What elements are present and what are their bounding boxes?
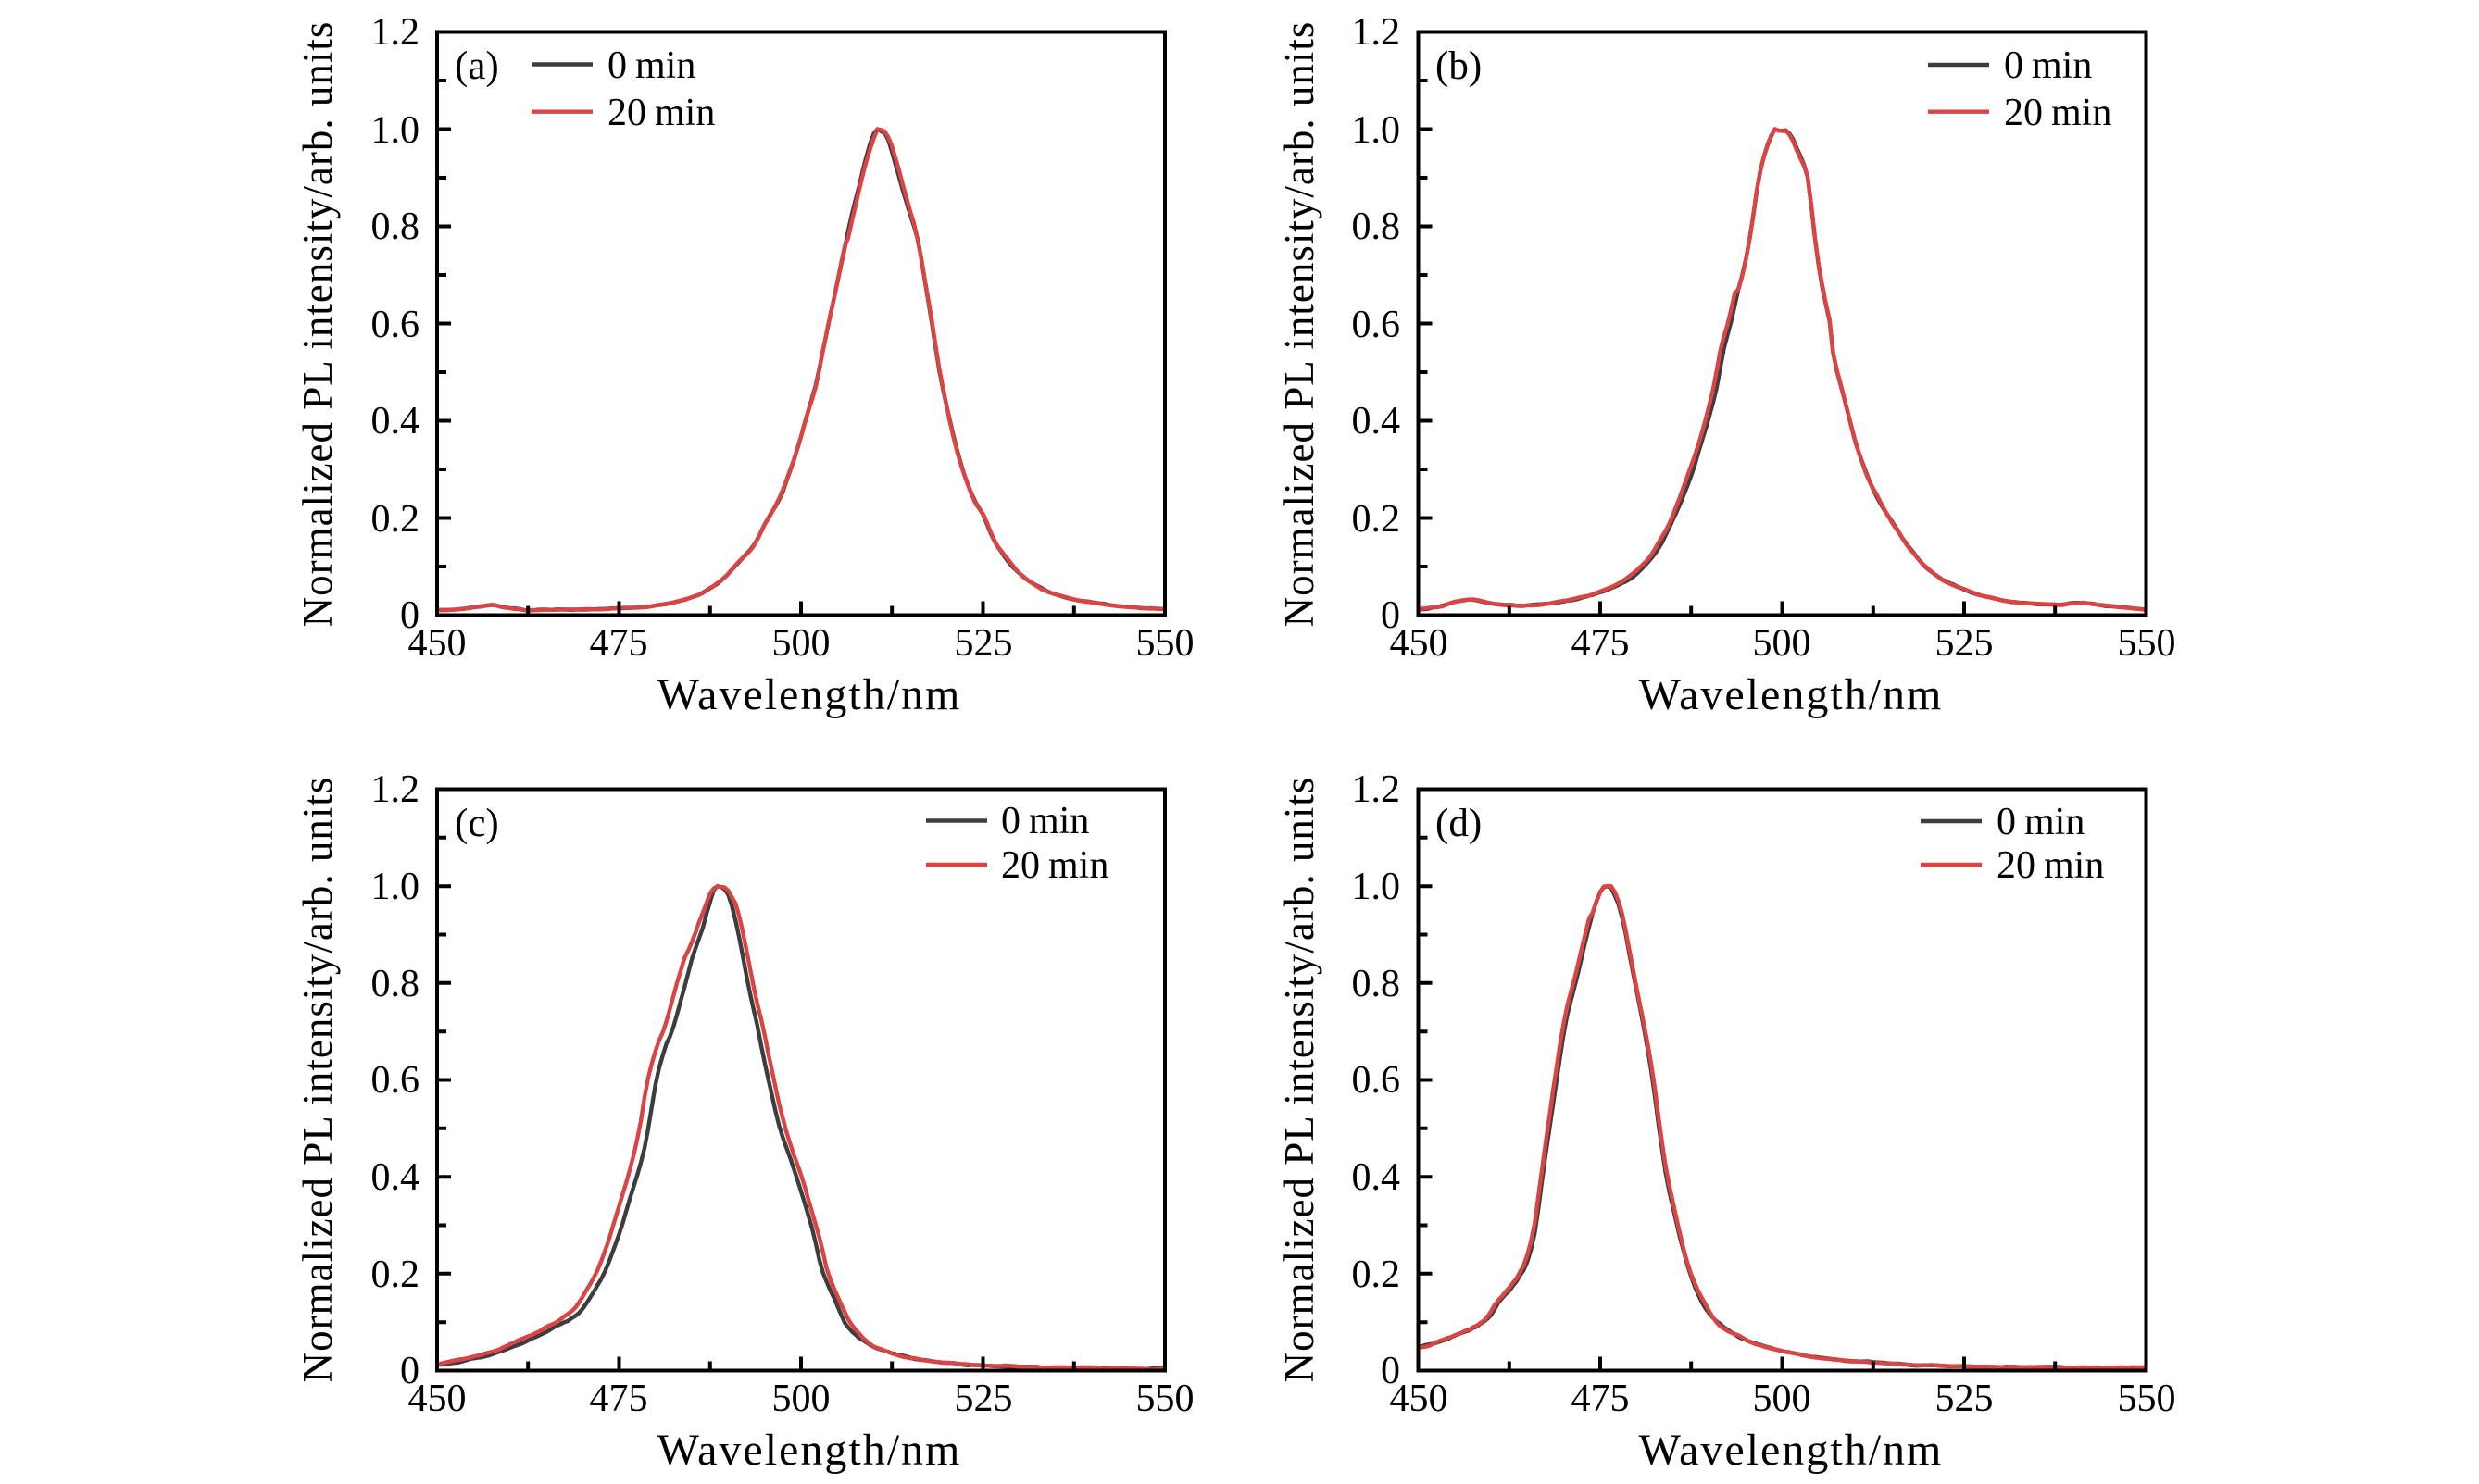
svg-text:Wavelength/nm: Wavelength/nm	[657, 670, 962, 719]
svg-text:550: 550	[1136, 622, 1195, 665]
svg-text:1.2: 1.2	[371, 768, 420, 811]
svg-text:0.2: 0.2	[1352, 1253, 1401, 1296]
svg-text:550: 550	[2118, 622, 2176, 665]
svg-text:0.8: 0.8	[371, 206, 420, 248]
svg-text:(a): (a)	[455, 44, 499, 88]
svg-text:0: 0	[1381, 594, 1400, 637]
svg-text:(d): (d)	[1435, 802, 1482, 845]
svg-text:475: 475	[590, 622, 648, 665]
svg-text:450: 450	[408, 1378, 467, 1420]
svg-text:0: 0	[1381, 1350, 1400, 1392]
svg-text:0.4: 0.4	[1352, 400, 1401, 443]
svg-text:0.6: 0.6	[1352, 304, 1401, 346]
svg-text:450: 450	[1390, 622, 1448, 665]
svg-text:1.2: 1.2	[1352, 768, 1401, 811]
svg-text:(b): (b)	[1435, 44, 1482, 88]
svg-text:Normalized PL intensity/arb. u: Normalized PL intensity/arb. units	[1276, 21, 1322, 628]
svg-text:0.2: 0.2	[1352, 498, 1401, 541]
svg-text:0.2: 0.2	[371, 498, 420, 541]
svg-text:500: 500	[772, 1378, 831, 1420]
svg-text:0: 0	[400, 1350, 419, 1392]
svg-text:Normalized PL intensity/arb. u: Normalized PL intensity/arb. units	[294, 21, 341, 628]
svg-text:450: 450	[408, 622, 467, 665]
svg-text:1.0: 1.0	[371, 109, 420, 152]
svg-text:0.8: 0.8	[1352, 963, 1401, 1005]
svg-text:1.2: 1.2	[371, 11, 420, 54]
svg-text:0.8: 0.8	[371, 963, 420, 1005]
svg-text:500: 500	[1753, 1378, 1811, 1420]
svg-text:Wavelength/nm: Wavelength/nm	[1639, 1426, 1944, 1475]
svg-text:1.0: 1.0	[1352, 866, 1401, 908]
svg-text:1.0: 1.0	[371, 866, 420, 908]
svg-text:475: 475	[1571, 622, 1630, 665]
svg-text:500: 500	[1753, 622, 1811, 665]
svg-text:Wavelength/nm: Wavelength/nm	[657, 1426, 962, 1475]
svg-text:550: 550	[1136, 1378, 1195, 1420]
svg-text:Normalized PL intensity/arb. u: Normalized PL intensity/arb. units	[1276, 777, 1322, 1383]
svg-text:0: 0	[400, 594, 419, 637]
svg-text:0.4: 0.4	[371, 400, 420, 443]
svg-text:525: 525	[955, 622, 1013, 665]
svg-text:0.6: 0.6	[371, 304, 420, 346]
svg-text:0.2: 0.2	[371, 1253, 420, 1296]
svg-text:525: 525	[1935, 1378, 1994, 1420]
svg-text:500: 500	[772, 622, 831, 665]
svg-text:475: 475	[590, 1378, 648, 1420]
svg-text:0.6: 0.6	[371, 1059, 420, 1102]
svg-text:475: 475	[1571, 1378, 1630, 1420]
svg-text:525: 525	[1935, 622, 1994, 665]
svg-text:0.6: 0.6	[1352, 1059, 1401, 1102]
svg-text:1.2: 1.2	[1352, 11, 1401, 54]
svg-text:Wavelength/nm: Wavelength/nm	[1639, 670, 1944, 719]
svg-text:Normalized PL intensity/arb. u: Normalized PL intensity/arb. units	[294, 777, 341, 1383]
svg-text:550: 550	[2118, 1378, 2176, 1420]
svg-text:0.4: 0.4	[371, 1156, 420, 1199]
svg-text:0.4: 0.4	[1352, 1156, 1401, 1199]
svg-text:0.8: 0.8	[1352, 206, 1401, 248]
svg-text:1.0: 1.0	[1352, 109, 1401, 152]
svg-text:525: 525	[955, 1378, 1013, 1420]
svg-text:(c): (c)	[455, 802, 499, 845]
svg-text:450: 450	[1390, 1378, 1448, 1420]
